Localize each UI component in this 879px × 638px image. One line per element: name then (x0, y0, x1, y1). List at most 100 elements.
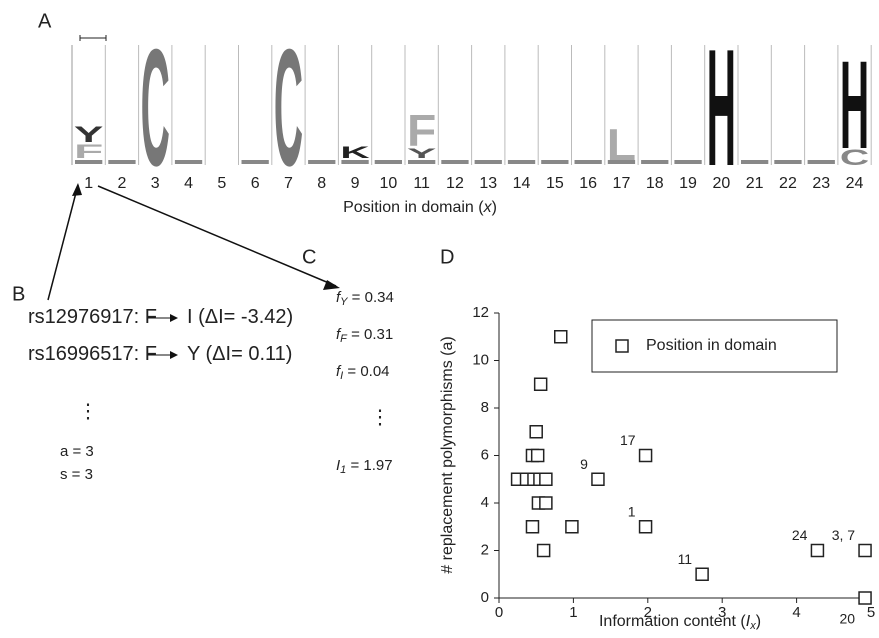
logo-letter: Y (74, 122, 103, 147)
y-tick-label: 2 (481, 541, 489, 558)
logo-letter: C (840, 145, 869, 170)
logo-stack (75, 160, 103, 164)
y-tick-label: 4 (481, 494, 489, 511)
point (529, 425, 543, 439)
freq: fF = 0.31 (336, 326, 393, 345)
logo-letter-group: C (274, 15, 303, 201)
point (695, 567, 709, 581)
logo-letter-group: Y (407, 145, 436, 161)
logo-stack (607, 160, 636, 164)
point-label: 17 (620, 432, 636, 448)
position-label: 2 (117, 175, 126, 192)
point (525, 520, 540, 534)
logo-stack (174, 160, 203, 164)
position-label: 8 (317, 175, 326, 192)
position-label: 11 (413, 175, 430, 192)
freq-sym: f (336, 289, 342, 306)
y-tick-label: 12 (472, 304, 489, 321)
freq-sym: f (336, 326, 342, 343)
logo-letter: K (340, 144, 369, 162)
logo-stack (241, 160, 269, 164)
logo-letter: F (407, 107, 436, 156)
freq-sub: F (340, 333, 348, 345)
position-label: 14 (513, 175, 531, 192)
logo-stack (741, 160, 769, 164)
logo-letter-group: Y (74, 122, 103, 147)
point (565, 520, 579, 534)
x-label: Information content (Ix) (599, 613, 761, 632)
freq: fI = 0.04 (336, 363, 390, 382)
freq-val: = 0.31 (347, 326, 393, 343)
logo-x-label: Position in domain (x) (343, 199, 497, 216)
logo-stack (641, 160, 669, 164)
logo-stack (408, 160, 436, 164)
position-label: 9 (351, 175, 360, 192)
arrow-head (323, 280, 340, 290)
logo-stack (374, 160, 402, 164)
point (530, 448, 545, 463)
logo-stack (774, 160, 802, 164)
freq-sub: Y (340, 296, 348, 308)
point-label: 20 (839, 611, 855, 627)
position-label: 24 (846, 175, 864, 192)
logo-letter-group: C (141, 15, 170, 201)
freq-val: = 0.04 (343, 363, 389, 380)
freq-sub: I (340, 370, 343, 382)
panel-label: C (302, 246, 316, 268)
logo-letter: C (274, 15, 303, 201)
point (638, 448, 653, 463)
point (858, 591, 872, 605)
position-label: 7 (284, 175, 293, 192)
position-label: 16 (579, 175, 597, 192)
point (539, 496, 553, 510)
y-tick-label: 8 (481, 399, 489, 416)
point (554, 330, 568, 344)
legend-label: Position in domain (646, 337, 777, 354)
point-label: 1 (628, 503, 636, 519)
point (536, 543, 551, 558)
x-tick-label: 2 (644, 604, 652, 621)
y-label: # replacement polymorphisms (a) (439, 336, 456, 573)
point (638, 520, 653, 534)
logo-letter-group: C (840, 145, 869, 170)
count: s = 3 (60, 466, 93, 483)
logo-stack (474, 160, 502, 164)
info: I1 = 1.97 (336, 457, 393, 476)
logo-letter: L (607, 121, 636, 170)
position-label: 5 (217, 175, 226, 192)
legend-marker (615, 339, 629, 353)
point-label: 3, 7 (832, 527, 856, 543)
freq-val: = 0.34 (348, 289, 394, 306)
panel-label: D (440, 246, 454, 268)
logo-letter: Y (407, 145, 436, 161)
logo-letter: H (707, 15, 736, 201)
arrow-head (170, 314, 178, 322)
position-label: 21 (746, 175, 764, 192)
x-tick-label: 4 (792, 604, 800, 621)
position-label: 3 (151, 175, 160, 192)
logo-stack (108, 160, 136, 164)
position-label: 23 (812, 175, 830, 192)
y-tick-label: 0 (481, 589, 489, 606)
ellipsis: ⋮ (78, 400, 98, 422)
position-label: 15 (546, 175, 564, 192)
logo-stack (341, 160, 369, 164)
position-label: 22 (779, 175, 797, 192)
point (591, 472, 605, 486)
legend-box (591, 319, 838, 373)
point-label: 9 (580, 456, 588, 472)
logo-stack (574, 160, 602, 164)
arrow-head (72, 183, 82, 196)
logo-letter-group: H (707, 15, 736, 201)
position-label: 13 (479, 175, 497, 192)
arrow-head (170, 351, 178, 359)
position-label: 20 (712, 175, 730, 192)
logo-stack (807, 160, 835, 164)
logo-letter-group: F (74, 141, 103, 163)
point (533, 377, 548, 391)
panel-label: B (12, 283, 25, 305)
x-tick-label: 1 (569, 604, 577, 621)
